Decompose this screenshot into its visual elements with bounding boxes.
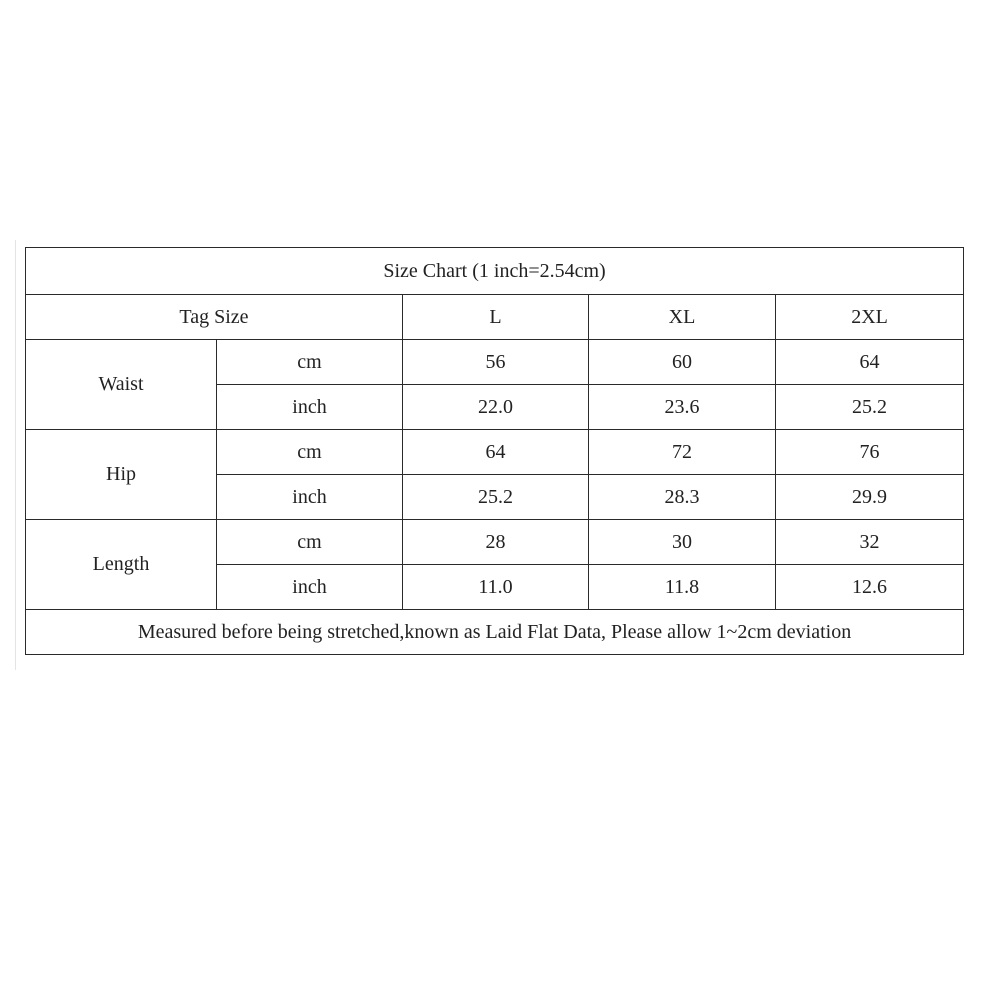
value-cell: 23.6 bbox=[588, 384, 776, 430]
footnote: Measured before being stretched,known as… bbox=[24, 609, 965, 655]
value-cell: 32 bbox=[774, 519, 965, 565]
size-header-2xl: 2XL bbox=[774, 294, 965, 340]
value-cell: 28.3 bbox=[588, 474, 776, 520]
tag-size-header: Tag Size bbox=[25, 294, 403, 340]
table-row: Length cm 28 30 32 bbox=[25, 519, 965, 610]
value-cell: 64 bbox=[402, 429, 589, 475]
value-cell: 30 bbox=[588, 519, 776, 565]
value-cell: 29.9 bbox=[774, 474, 965, 520]
measure-label: Hip bbox=[25, 429, 217, 520]
value-cell: 72 bbox=[588, 429, 776, 475]
title-row: Size Chart (1 inch=2.54cm) bbox=[24, 247, 965, 295]
unit-label: cm bbox=[216, 339, 403, 385]
table-row: inch 11.0 11.8 12.6 bbox=[26, 564, 965, 610]
value-cell: 22.0 bbox=[402, 384, 589, 430]
unit-label: cm bbox=[216, 519, 403, 565]
value-cell: 64 bbox=[774, 339, 965, 385]
size-chart-table: Size Chart (1 inch=2.54cm) Tag Size L XL… bbox=[24, 247, 965, 655]
size-header-l: L bbox=[402, 294, 589, 340]
image-edge-line bbox=[15, 240, 16, 670]
value-cell: 25.2 bbox=[774, 384, 965, 430]
table-title: Size Chart (1 inch=2.54cm) bbox=[24, 247, 965, 295]
footnote-row: Measured before being stretched,known as… bbox=[24, 609, 965, 655]
header-row: Tag Size L XL 2XL bbox=[25, 294, 965, 340]
size-header-xl: XL bbox=[588, 294, 776, 340]
value-cell: 25.2 bbox=[402, 474, 589, 520]
unit-label: inch bbox=[216, 384, 403, 430]
table-row: inch 22.0 23.6 25.2 bbox=[26, 384, 965, 430]
value-cell: 76 bbox=[774, 429, 965, 475]
measure-label: Waist bbox=[25, 339, 217, 430]
measure-label: Length bbox=[25, 519, 217, 610]
unit-label: cm bbox=[216, 429, 403, 475]
value-cell: 11.0 bbox=[402, 564, 589, 610]
table-row: Waist cm 56 60 64 bbox=[25, 339, 965, 430]
value-cell: 11.8 bbox=[588, 564, 776, 610]
value-cell: 60 bbox=[588, 339, 776, 385]
value-cell: 28 bbox=[402, 519, 589, 565]
table-row: Hip cm 64 72 76 bbox=[25, 429, 965, 520]
value-cell: 12.6 bbox=[774, 564, 965, 610]
table-row: inch 25.2 28.3 29.9 bbox=[26, 474, 965, 520]
value-cell: 56 bbox=[402, 339, 589, 385]
unit-label: inch bbox=[216, 474, 403, 520]
unit-label: inch bbox=[216, 564, 403, 610]
